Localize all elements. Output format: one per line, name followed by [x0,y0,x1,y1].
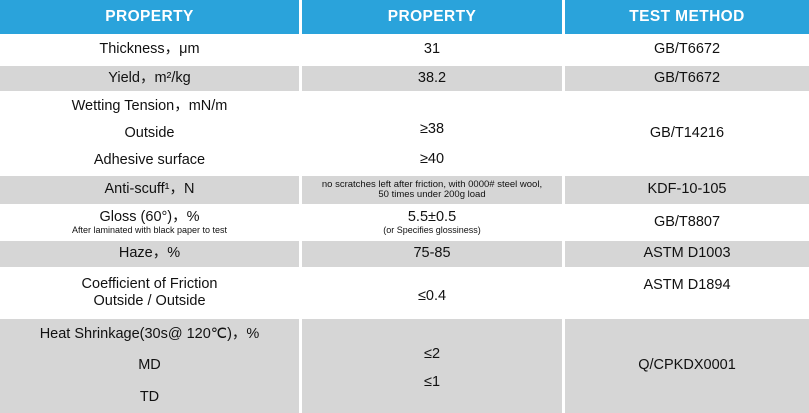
property-value: ≤0.4 [302,269,562,317]
table-row-anti-scuff: Anti-scuff¹，N no scratches left after fr… [0,176,809,204]
table-row-heat-shrinkage: Heat Shrinkage(30s@ 120℃)，% MD TD ≤2 ≤1 … [0,319,809,413]
td-label: TD [139,388,160,405]
table-header-row: PROPERTY PROPERTY TEST METHOD [0,0,809,34]
property-value-group: 5.5±0.5 (or Specifies glossiness) [302,206,562,239]
property-sub-label: Outside / Outside [93,293,206,309]
property-label-group: Wetting Tension，mN/m Outside Adhesive su… [0,93,299,174]
property-label-group: Heat Shrinkage(30s@ 120℃)，% MD TD [0,319,299,413]
test-method: GB/T6672 [565,36,809,64]
property-note: After laminated with black paper to test [71,225,228,236]
test-method: GB/T6672 [565,66,809,91]
md-label: MD [138,357,161,374]
test-method: ASTM D1894 [565,269,809,317]
outside-value: ≥38 [419,121,445,138]
property-value-note: (or Specifies glossiness) [383,225,481,236]
property-label: Wetting Tension，mN/m [71,97,228,114]
property-value-group: ≥38 ≥40 [302,93,562,174]
property-value: 5.5±0.5 [407,208,457,225]
property-label: Heat Shrinkage(30s@ 120℃)，% [39,325,260,342]
property-label: Haze，% [0,241,299,267]
header-test-method: TEST METHOD [565,0,809,34]
property-label: Gloss (60°)，% [99,208,200,225]
md-value: ≤2 [423,346,441,363]
header-property: PROPERTY [0,0,299,34]
property-label-group: Coefficient of Friction Outside / Outsid… [0,269,299,317]
table-row-wetting-tension: Wetting Tension，mN/m Outside Adhesive su… [0,93,809,174]
property-label: Anti-scuff¹，N [0,176,299,204]
test-method: GB/T14216 [565,93,809,174]
outside-label: Outside [124,124,175,141]
test-method: Q/CPKDX0001 [565,319,809,413]
table-row-yield: Yield，m²/kg 38.2 GB/T6672 [0,66,809,91]
property-label: Thickness，μm [0,36,299,64]
property-value: no scratches left after friction, with 0… [302,176,562,204]
test-method: GB/T8807 [565,206,809,239]
property-value: 38.2 [302,66,562,91]
table-row-coefficient-of-friction: Coefficient of Friction Outside / Outsid… [0,269,809,317]
header-property-value: PROPERTY [302,0,562,34]
property-label: Coefficient of Friction [81,275,218,292]
test-method: ASTM D1003 [565,241,809,267]
adhesive-surface-value: ≥40 [419,150,445,167]
property-value-group: ≤2 ≤1 [302,319,562,413]
test-method: KDF-10-105 [565,176,809,204]
property-label-group: Gloss (60°)，% After laminated with black… [0,206,299,239]
td-value: ≤1 [423,373,441,390]
table-row-thickness: Thickness，μm 31 GB/T6672 [0,36,809,64]
property-value: 75-85 [302,241,562,267]
property-value: 31 [302,36,562,64]
table-row-gloss: Gloss (60°)，% After laminated with black… [0,206,809,239]
property-label: Yield，m²/kg [0,66,299,91]
table-row-haze: Haze，% 75-85 ASTM D1003 [0,241,809,267]
adhesive-surface-label: Adhesive surface [93,151,206,168]
